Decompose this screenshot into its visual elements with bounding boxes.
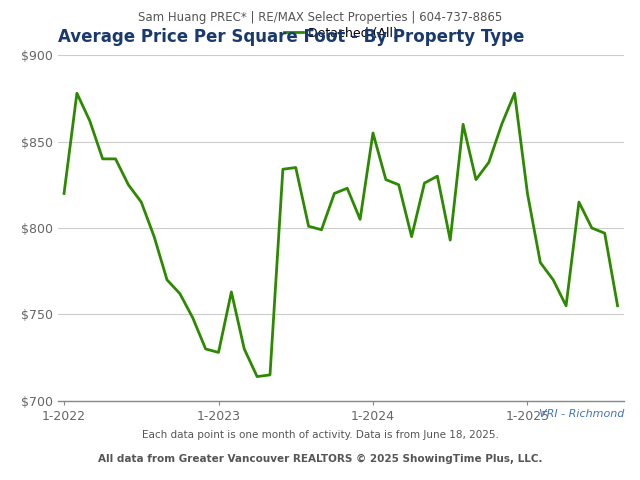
Legend: Detached (All): Detached (All) (279, 22, 403, 45)
Text: All data from Greater Vancouver REALTORS © 2025 ShowingTime Plus, LLC.: All data from Greater Vancouver REALTORS… (98, 454, 542, 464)
Text: VRI - Richmond: VRI - Richmond (539, 409, 624, 419)
Text: Average Price Per Square Foot - By Property Type: Average Price Per Square Foot - By Prope… (58, 27, 524, 46)
Text: Sam Huang PREC* | RE/MAX Select Properties | 604-737-8865: Sam Huang PREC* | RE/MAX Select Properti… (138, 11, 502, 24)
Text: Each data point is one month of activity. Data is from June 18, 2025.: Each data point is one month of activity… (141, 430, 499, 440)
